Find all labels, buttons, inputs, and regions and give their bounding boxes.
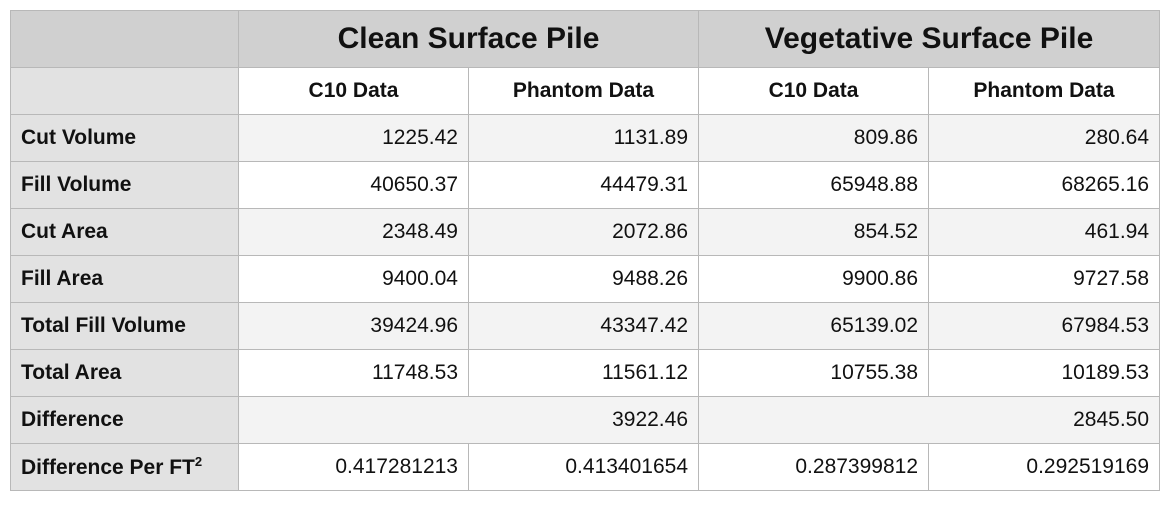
table-cell: 40650.37: [238, 161, 469, 209]
table-cell: 0.292519169: [928, 443, 1161, 491]
group-header-row: Clean Surface Pile Vegetative Surface Pi…: [10, 10, 1161, 68]
table-cell: 1225.42: [238, 114, 469, 162]
table-cell: 809.86: [698, 114, 930, 162]
row-label: Cut Area: [10, 208, 239, 256]
table-row: Cut Volume 1225.42 1131.89 809.86 280.64: [10, 114, 1161, 162]
table-cell: 68265.16: [928, 161, 1161, 209]
table-cell: 11748.53: [238, 349, 469, 397]
table-cell: 280.64: [928, 114, 1161, 162]
table-cell: 39424.96: [238, 302, 469, 350]
table-row: Total Area 11748.53 11561.12 10755.38 10189.…: [10, 349, 1161, 397]
corner-cell: [10, 10, 239, 68]
table-cell: 2348.49: [238, 208, 469, 256]
table-cell: 9727.58: [928, 255, 1161, 303]
table-cell: 11561.12: [467, 349, 700, 397]
comparison-table: Clean Surface Pile Vegetative Surface Pi…: [10, 10, 1161, 491]
table-cell: 0.413401654: [467, 443, 700, 491]
table-cell: 854.52: [698, 208, 930, 256]
table-cell: 10189.53: [928, 349, 1161, 397]
sub-header-row: C10 Data Phantom Data C10 Data Phantom D…: [10, 67, 1161, 115]
table-cell: 0.417281213: [238, 443, 469, 491]
group-header-clean: Clean Surface Pile: [237, 10, 700, 68]
sub-header-veg-phantom: Phantom Data: [928, 67, 1161, 115]
difference-per-ft-row: Difference Per FT2 0.417281213 0.4134016…: [10, 443, 1161, 491]
table-cell: 10755.38: [698, 349, 930, 397]
group-header-vegetative: Vegetative Surface Pile: [698, 10, 1161, 68]
table-row: Fill Volume 40650.37 44479.31 65948.88 68265…: [10, 161, 1161, 209]
sub-header-clean-phantom: Phantom Data: [467, 67, 700, 115]
table-body: Cut Volume 1225.42 1131.89 809.86 280.64 Fill…: [10, 114, 1161, 397]
table-cell: 67984.53: [928, 302, 1161, 350]
row-label: Fill Volume: [10, 161, 239, 209]
row-label: Difference: [10, 396, 239, 444]
difference-vegetative: 2845.50: [698, 396, 1161, 444]
table-cell: 65139.02: [698, 302, 930, 350]
table-cell: 43347.42: [467, 302, 700, 350]
table-row: Cut Area 2348.49 2072.86 854.52 461.94: [10, 208, 1161, 256]
superscript: 2: [194, 454, 203, 469]
sub-header-veg-c10: C10 Data: [698, 67, 930, 115]
row-label: Total Area: [10, 349, 239, 397]
sub-header-clean-c10: C10 Data: [238, 67, 469, 115]
table-cell: 65948.88: [698, 161, 930, 209]
table-cell: 2072.86: [467, 208, 700, 256]
table-cell: 0.287399812: [698, 443, 930, 491]
sub-corner-cell: [10, 67, 239, 115]
table-cell: 44479.31: [467, 161, 700, 209]
table-cell: 9900.86: [698, 255, 930, 303]
table-cell: 9488.26: [467, 255, 700, 303]
row-label: Total Fill Volume: [10, 302, 239, 350]
table-cell: 1131.89: [467, 114, 700, 162]
difference-clean: 3922.46: [237, 396, 700, 444]
table-row: Total Fill Volume 39424.96 43347.42 65139.0…: [10, 302, 1161, 350]
row-label: Fill Area: [10, 255, 239, 303]
table-cell: 9400.04: [238, 255, 469, 303]
table-row: Fill Area 9400.04 9488.26 9900.86 9727.58: [10, 255, 1161, 303]
table-cell: 461.94: [928, 208, 1161, 256]
difference-row: Difference 3922.46 2845.50: [10, 396, 1161, 444]
row-label: Cut Volume: [10, 114, 239, 162]
row-label-text: Difference Per FT: [21, 456, 195, 479]
row-label: Difference Per FT2: [10, 443, 239, 491]
